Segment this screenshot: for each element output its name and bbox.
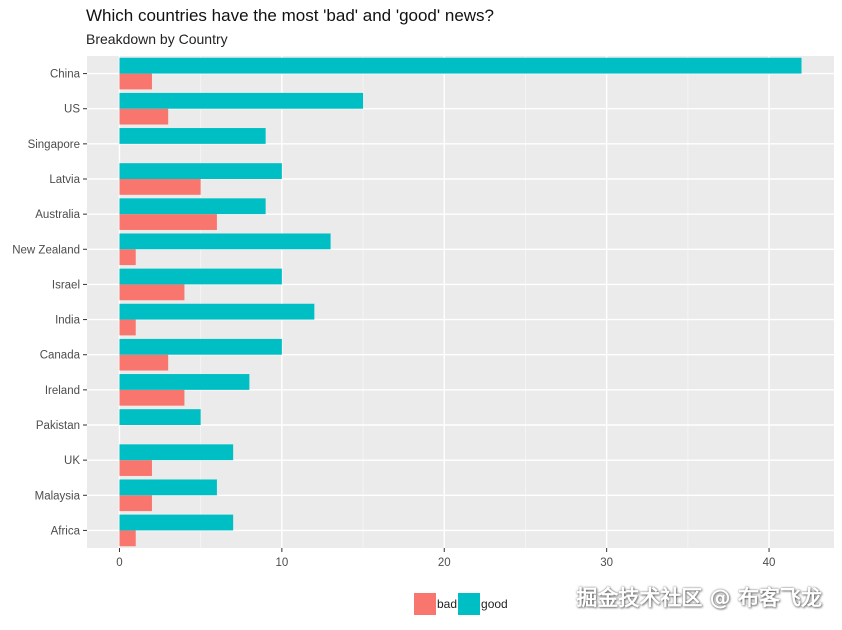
- y-tick-label: India: [55, 315, 81, 327]
- legend-item-bad: bad: [414, 593, 458, 615]
- bar-good-singapore: [119, 128, 266, 144]
- x-tick-label: 40: [763, 557, 776, 569]
- legend-label-good: good: [481, 597, 508, 611]
- legend-key-bad: [414, 593, 436, 615]
- bar-good-africa: [119, 514, 234, 531]
- bar-bad-australia: [119, 214, 217, 230]
- y-tick-label: Ireland: [45, 385, 80, 397]
- y-tick-label: New Zealand: [12, 244, 80, 256]
- x-tick-label: 20: [438, 557, 451, 569]
- legend: bad good: [414, 592, 509, 616]
- legend-item-good: good: [458, 593, 509, 615]
- bar-bad-new-zealand: [119, 249, 136, 266]
- bar-good-china: [119, 57, 802, 74]
- bar-good-us: [119, 92, 364, 109]
- bar-good-new-zealand: [119, 233, 331, 250]
- bar-bad-latvia: [119, 179, 201, 195]
- bar-good-ireland: [119, 374, 250, 390]
- watermark: 掘金技术社区 @ 布客飞龙: [576, 586, 822, 610]
- y-tick-label: Singapore: [28, 139, 80, 151]
- bar-good-india: [119, 303, 315, 320]
- bar-bad-ireland: [119, 389, 185, 406]
- y-tick-label: Malaysia: [35, 490, 81, 502]
- bar-good-uk: [119, 444, 234, 461]
- bar-bad-uk: [119, 460, 152, 476]
- x-tick-label: 10: [275, 557, 288, 569]
- y-tick-label: UK: [64, 455, 80, 467]
- bar-bad-india: [119, 319, 136, 336]
- bar-bad-malaysia: [119, 495, 152, 512]
- bar-good-canada: [119, 338, 282, 355]
- bar-bad-canada: [119, 354, 169, 371]
- bar-good-australia: [119, 198, 266, 215]
- x-axis-ticks: 0 10 20 30 40: [116, 548, 775, 569]
- y-tick-label: Africa: [51, 525, 81, 537]
- bars: [119, 57, 802, 547]
- bar-good-israel: [119, 268, 282, 285]
- bar-good-pakistan: [119, 409, 201, 425]
- y-tick-label: Latvia: [49, 174, 80, 186]
- legend-label-bad: bad: [437, 597, 458, 611]
- y-tick-label: China: [50, 69, 81, 81]
- bar-bad-us: [119, 108, 169, 125]
- y-tick-label: Canada: [40, 350, 81, 362]
- chart-subtitle: Breakdown by Country: [86, 31, 228, 47]
- x-tick-label: 30: [600, 557, 613, 569]
- y-tick-label: Australia: [35, 209, 80, 221]
- y-tick-label: US: [64, 104, 80, 116]
- y-tick-label: Pakistan: [36, 420, 80, 432]
- y-tick-label: Israel: [52, 279, 80, 291]
- bar-bad-china: [119, 73, 152, 90]
- bar-good-malaysia: [119, 479, 217, 496]
- x-tick-label: 0: [116, 557, 122, 569]
- bar-bad-africa: [119, 530, 136, 547]
- legend-key-good: [458, 593, 481, 615]
- y-axis-ticks: China US Singapore Latvia Australia New Zeala…: [12, 69, 87, 537]
- chart-title: Which countries have the most 'bad' and …: [86, 6, 494, 25]
- bar-good-latvia: [119, 163, 282, 179]
- bar-bad-israel: [119, 284, 185, 301]
